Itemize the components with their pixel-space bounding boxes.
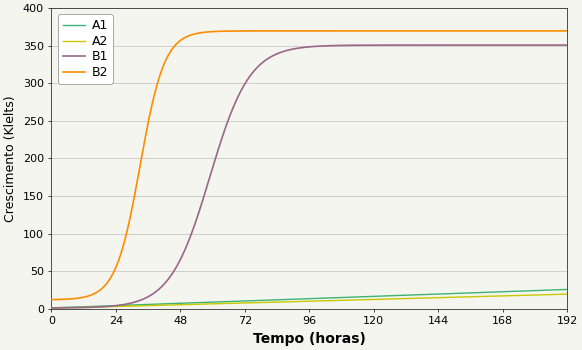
A1 bbox=[564, 287, 571, 292]
Y-axis label: Crescimento (Klelts): Crescimento (Klelts) bbox=[4, 95, 17, 222]
Legend: A1, A2, B1, B2: A1, A2, B1, B2 bbox=[58, 14, 113, 84]
Line: A1: A1 bbox=[51, 289, 567, 308]
Line: B1: B1 bbox=[51, 45, 567, 308]
A1 bbox=[498, 290, 505, 294]
A2 bbox=[137, 304, 144, 308]
A2 bbox=[553, 292, 560, 296]
B2 bbox=[498, 29, 505, 33]
B1 bbox=[268, 54, 275, 58]
A2 bbox=[268, 300, 275, 304]
Line: A2: A2 bbox=[51, 294, 567, 308]
B2 bbox=[48, 298, 55, 302]
B2 bbox=[137, 159, 144, 163]
B2 bbox=[562, 29, 569, 33]
B2 bbox=[553, 29, 560, 33]
B1 bbox=[246, 75, 253, 79]
A2 bbox=[498, 294, 505, 298]
A1 bbox=[553, 288, 560, 292]
Line: B2: B2 bbox=[51, 31, 567, 300]
X-axis label: Tempo (horas): Tempo (horas) bbox=[253, 332, 365, 346]
B1 bbox=[137, 298, 144, 302]
A1 bbox=[246, 299, 253, 303]
B1 bbox=[498, 43, 505, 47]
B2 bbox=[107, 276, 114, 280]
B2 bbox=[246, 29, 253, 33]
B1 bbox=[553, 43, 560, 47]
A1 bbox=[48, 306, 55, 310]
A2 bbox=[48, 306, 55, 310]
B1 bbox=[107, 304, 114, 308]
A2 bbox=[564, 292, 571, 296]
A1 bbox=[268, 298, 275, 302]
B1 bbox=[564, 43, 571, 47]
B2 bbox=[564, 29, 571, 33]
A1 bbox=[137, 303, 144, 307]
A2 bbox=[107, 304, 114, 309]
B1 bbox=[48, 306, 55, 310]
A1 bbox=[107, 304, 114, 308]
A2 bbox=[246, 301, 253, 305]
B2 bbox=[268, 29, 275, 33]
